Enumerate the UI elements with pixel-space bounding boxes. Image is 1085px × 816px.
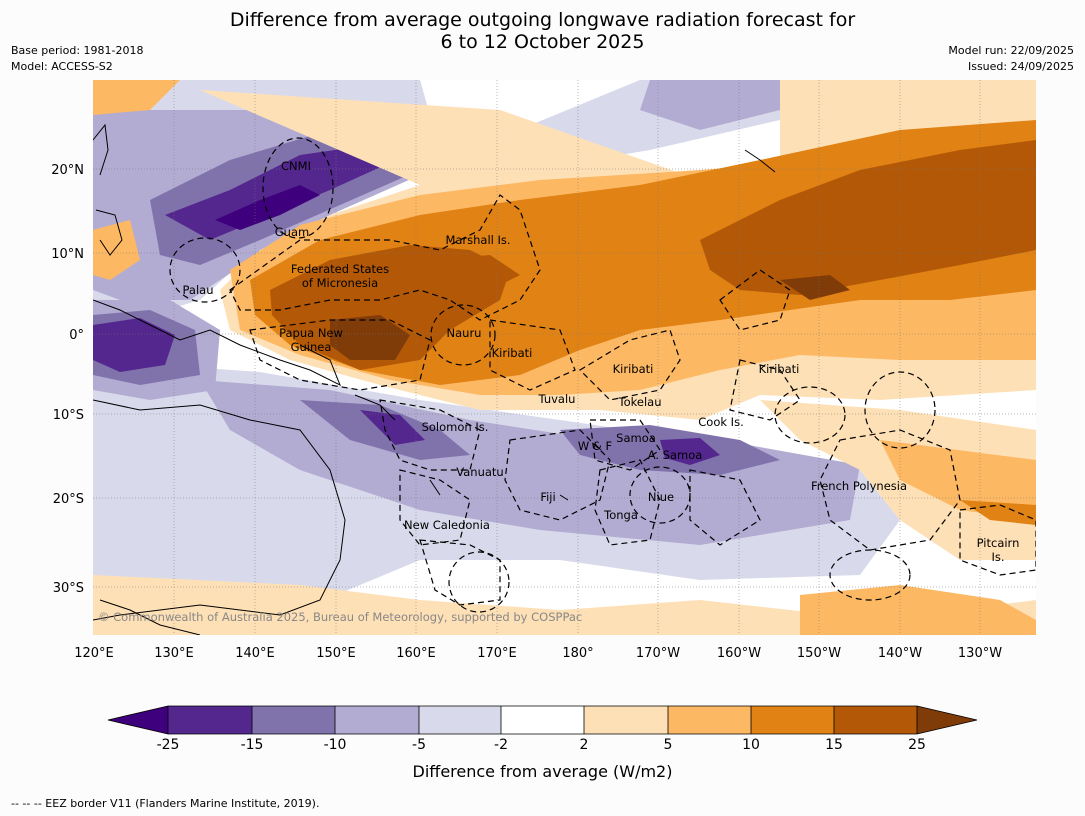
colorbar-bin	[834, 706, 917, 734]
colorbar-tick: 2	[579, 737, 589, 753]
colorbar-tick: 10	[742, 737, 760, 753]
label-fiji: Fiji	[540, 490, 555, 504]
colorbar-bin	[751, 706, 834, 734]
issued-date: Issued: 24/09/2025	[967, 60, 1074, 73]
lon-tick: 120°E	[74, 646, 114, 661]
label-tuvalu: Tuvalu	[538, 392, 576, 406]
label-tokelau: Tokelau	[618, 395, 662, 409]
label-solomon-islands: Solomon Is.	[422, 420, 489, 434]
lon-tick: 130°E	[154, 646, 194, 661]
model-name: Model: ACCESS-S2	[11, 60, 113, 73]
anomaly-field	[93, 80, 1036, 635]
label-fsm-line-2: of Micronesia	[302, 276, 378, 290]
colorbar-bin	[252, 706, 335, 734]
colorbar-tick: 5	[663, 737, 673, 753]
colorbar-tick: 25	[908, 737, 926, 753]
label-american-samoa: A. Samoa	[648, 448, 703, 462]
lon-tick: 150°E	[316, 646, 356, 661]
forecast-map: CNMI Guam Marshall Is. Federated States …	[51, 80, 1036, 661]
eez-borders	[169, 137, 1036, 613]
label-png-line-1: Papua New	[279, 326, 343, 340]
colorbar-tick: 15	[825, 737, 843, 753]
lat-tick: 0°	[69, 328, 84, 343]
lat-tick: 30°S	[53, 581, 84, 596]
label-cnmi: CNMI	[281, 159, 311, 173]
lon-tick: 140°E	[235, 646, 275, 661]
colorbar-tick: -10	[323, 737, 347, 753]
chart-title-line-1: Difference from average outgoing longwav…	[229, 9, 856, 31]
colorbar-tick: -2	[494, 737, 508, 753]
colorbar	[107, 705, 978, 735]
colorbar-bin	[584, 706, 668, 734]
colorbar-bin	[335, 706, 419, 734]
label-samoa: Samoa	[616, 431, 656, 445]
colorbar-tick: -15	[240, 737, 264, 753]
label-png-line-2: Guinea	[291, 340, 332, 354]
lon-tick: 160°W	[717, 646, 761, 661]
lon-tick: 160°E	[396, 646, 436, 661]
colorbar-bin	[419, 706, 501, 734]
chart-title-line-2: 6 to 12 October 2025	[440, 31, 645, 53]
label-pitcairn-line-2: Is.	[991, 550, 1004, 564]
label-new-caledonia: New Caledonia	[404, 518, 490, 532]
label-tonga: Tonga	[603, 508, 638, 522]
colorbar-under-arrow	[108, 706, 168, 734]
lon-tick: 170°E	[477, 646, 517, 661]
lat-tick: 20°S	[53, 492, 84, 507]
label-kiribati-west: Kiribati	[492, 346, 533, 360]
label-guam: Guam	[275, 225, 309, 239]
lon-tick: 130°W	[958, 646, 1002, 661]
colorbar-bin	[668, 706, 751, 734]
label-pitcairn-line-1: Pitcairn	[977, 536, 1020, 550]
coastlines	[93, 123, 776, 635]
label-cook-islands: Cook Is.	[698, 415, 743, 429]
lon-tick: 150°W	[797, 646, 841, 661]
colorbar-bin	[501, 706, 584, 734]
model-run: Model run: 22/09/2025	[948, 44, 1074, 57]
colorbar-bin	[168, 706, 252, 734]
longitude-labels: 120°E 130°E 140°E 150°E 160°E 170°E 180°…	[74, 646, 1002, 661]
place-labels: CNMI Guam Marshall Is. Federated States …	[183, 159, 1020, 564]
colorbar-tick: -25	[156, 737, 180, 753]
label-palau: Palau	[183, 283, 214, 297]
latitude-labels: 20°N 10°N 0° 10°S 20°S 30°S	[51, 163, 84, 596]
colorbar-title: Difference from average (W/m2)	[412, 762, 673, 781]
label-fsm-line-1: Federated States	[291, 262, 389, 276]
label-niue: Niue	[648, 490, 674, 504]
lon-tick: 170°W	[636, 646, 680, 661]
colorbar-over-arrow	[917, 706, 977, 734]
lat-tick: 10°S	[53, 408, 84, 423]
lon-tick: 180°	[562, 646, 593, 661]
colorbar-tick: -5	[412, 737, 426, 753]
label-vanuatu: Vanuatu	[456, 465, 503, 479]
label-french-polynesia: French Polynesia	[811, 479, 907, 493]
lon-tick: 140°W	[878, 646, 922, 661]
base-period: Base period: 1981-2018	[11, 44, 144, 57]
lat-tick: 20°N	[51, 163, 84, 178]
label-marshall-islands: Marshall Is.	[445, 233, 510, 247]
lat-tick: 10°N	[51, 247, 84, 262]
label-wallis-futuna: W & F	[578, 439, 612, 453]
eez-footnote: -- -- -- EEZ border V11 (Flanders Marine…	[11, 797, 320, 810]
copyright-notice: © Commonwealth of Australia 2025, Bureau…	[98, 610, 582, 624]
label-kiribati-central: Kiribati	[613, 362, 654, 376]
label-kiribati-east: Kiribati	[759, 362, 800, 376]
label-nauru: Nauru	[447, 326, 482, 340]
